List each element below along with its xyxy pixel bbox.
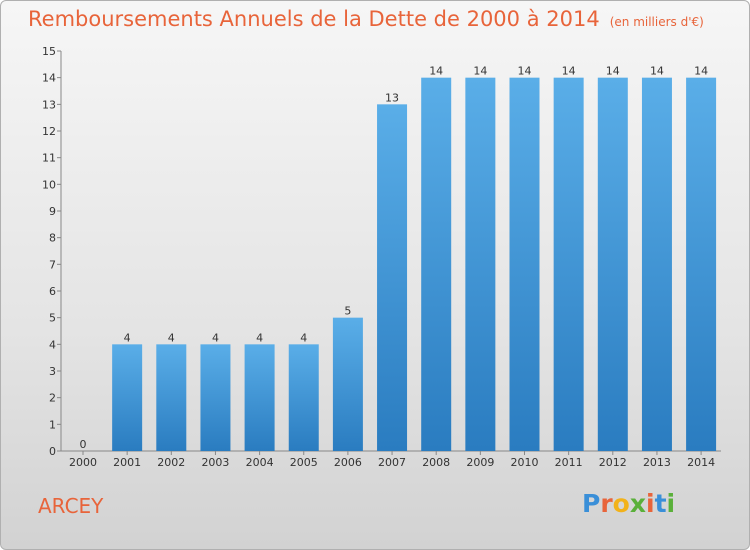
bar-value-label: 14 [562,65,576,78]
bar-value-label: 5 [344,305,351,318]
x-tick-label: 2005 [290,456,318,469]
bar [288,344,319,451]
bar-value-label: 13 [385,91,399,104]
x-tick-label: 2003 [201,456,229,469]
bar-value-label: 14 [650,65,664,78]
logo-letter: t [654,489,667,518]
bar [200,344,231,451]
bar [156,344,187,451]
y-tick-label: 11 [42,152,56,165]
x-tick-label: 2010 [511,456,539,469]
bar-value-label: 14 [473,65,487,78]
y-tick-label: 3 [49,365,56,378]
bar-value-label: 4 [256,331,263,344]
bar-value-label: 4 [212,331,219,344]
bar-chart: 0123456789101112131415020004200142002420… [42,45,721,469]
city-name: ARCEY [38,494,104,518]
logo-letter: r [600,489,613,518]
bar [597,77,628,452]
bar-value-label: 14 [606,65,620,78]
y-tick-label: 5 [49,312,56,325]
bar [421,77,452,452]
x-tick-label: 2007 [378,456,406,469]
bar-value-label: 4 [124,331,131,344]
logo-letter: P [582,489,601,518]
x-tick-label: 2014 [687,456,715,469]
bar-value-label: 14 [518,65,532,78]
bar [112,344,143,451]
logo-letter: i [666,489,676,518]
bar [686,77,717,452]
y-tick-label: 4 [49,338,56,351]
x-tick-label: 2000 [69,456,97,469]
bar [377,104,408,451]
y-tick-label: 12 [42,125,56,138]
chart-title-main: Remboursements Annuels de la Dette de 20… [28,7,600,31]
y-tick-label: 14 [42,72,56,85]
bar [641,77,672,452]
y-tick-label: 15 [42,45,56,58]
x-tick-label: 2009 [466,456,494,469]
x-tick-label: 2011 [555,456,583,469]
logo-letter: o [612,489,630,518]
x-tick-label: 2004 [246,456,274,469]
y-tick-label: 1 [49,418,56,431]
y-tick-label: 2 [49,392,56,405]
proxiti-logo: Proxiti [582,489,675,518]
bar [553,77,584,452]
chart-subtitle: (en milliers d'€) [609,15,704,29]
bar [244,344,275,451]
bar [509,77,540,452]
bar [332,317,363,451]
y-tick-label: 6 [49,285,56,298]
x-tick-label: 2006 [334,456,362,469]
bar-value-label: 4 [300,331,307,344]
chart-title: Remboursements Annuels de la Dette de 20… [28,7,704,31]
logo-letter: x [629,489,646,518]
bar-value-label: 0 [80,438,87,451]
bar-value-label: 4 [168,331,175,344]
x-tick-label: 2001 [113,456,141,469]
x-tick-label: 2008 [422,456,450,469]
y-tick-label: 0 [49,445,56,458]
y-tick-label: 8 [49,232,56,245]
y-tick-label: 7 [49,258,56,271]
y-tick-label: 9 [49,205,56,218]
bar-value-label: 14 [429,65,443,78]
x-tick-label: 2002 [157,456,185,469]
x-tick-label: 2012 [599,456,627,469]
y-tick-label: 10 [42,178,56,191]
logo-letter: i [646,489,655,518]
y-tick-label: 13 [42,98,56,111]
x-tick-label: 2013 [643,456,671,469]
bar-value-label: 14 [694,65,708,78]
bar [465,77,496,452]
